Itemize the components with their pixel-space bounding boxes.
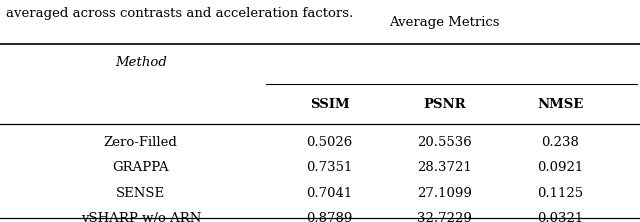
Text: 0.238: 0.238 <box>541 136 579 149</box>
Text: PSNR: PSNR <box>424 98 466 111</box>
Text: 0.5026: 0.5026 <box>307 136 353 149</box>
Text: 0.7041: 0.7041 <box>307 187 353 200</box>
Text: vSHARP w/o ARN: vSHARP w/o ARN <box>81 212 201 222</box>
Text: 0.0921: 0.0921 <box>537 161 583 174</box>
Text: SSIM: SSIM <box>310 98 349 111</box>
Text: 28.3721: 28.3721 <box>417 161 472 174</box>
Text: SENSE: SENSE <box>116 187 165 200</box>
Text: 0.0321: 0.0321 <box>537 212 583 222</box>
Text: averaged across contrasts and acceleration factors.: averaged across contrasts and accelerati… <box>6 7 354 20</box>
Text: 0.7351: 0.7351 <box>307 161 353 174</box>
Text: GRAPPA: GRAPPA <box>113 161 169 174</box>
Text: 20.5536: 20.5536 <box>417 136 472 149</box>
Text: 0.8789: 0.8789 <box>307 212 353 222</box>
Text: Average Metrics: Average Metrics <box>390 16 500 29</box>
Text: 32.7229: 32.7229 <box>417 212 472 222</box>
Text: NMSE: NMSE <box>537 98 583 111</box>
Text: 0.1125: 0.1125 <box>537 187 583 200</box>
Text: Zero-Filled: Zero-Filled <box>104 136 178 149</box>
Text: Method: Method <box>115 56 167 69</box>
Text: 27.1099: 27.1099 <box>417 187 472 200</box>
